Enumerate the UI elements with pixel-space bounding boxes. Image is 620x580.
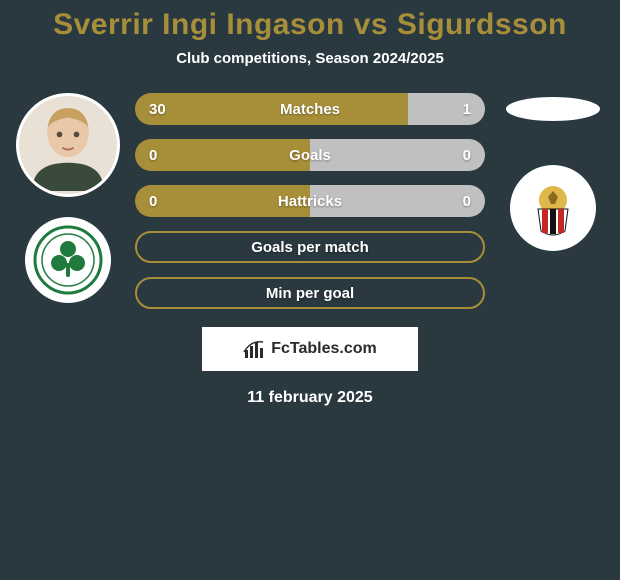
person-icon xyxy=(19,93,117,194)
player-left-avatar xyxy=(16,93,120,197)
stat-bar-min_per_goal: Min per goal xyxy=(135,277,485,309)
date-text: 11 february 2025 xyxy=(0,389,620,407)
player-right-avatar xyxy=(506,97,600,121)
left-side xyxy=(0,93,135,309)
page-title: Sverrir Ingi Ingason vs Sigurdsson xyxy=(0,8,620,42)
bar-label: Min per goal xyxy=(137,285,483,302)
right-side xyxy=(485,93,620,309)
bar-label: Matches xyxy=(135,101,485,118)
brand-box: FcTables.com xyxy=(202,327,418,371)
comparison-content: 30Matches10Goals00Hattricks0Goals per ma… xyxy=(0,93,620,309)
bar-value-right: 0 xyxy=(463,147,471,164)
stat-bars: 30Matches10Goals00Hattricks0Goals per ma… xyxy=(135,93,485,309)
bar-label: Goals xyxy=(135,147,485,164)
brand-text: FcTables.com xyxy=(271,340,377,358)
stat-bar-goals: 0Goals0 xyxy=(135,139,485,171)
shield-ball-icon xyxy=(518,173,588,243)
stat-bar-matches: 30Matches1 xyxy=(135,93,485,125)
club-right-badge xyxy=(510,165,596,251)
stat-bar-goals_per_match: Goals per match xyxy=(135,231,485,263)
stat-bar-hattricks: 0Hattricks0 xyxy=(135,185,485,217)
bar-chart-icon xyxy=(243,338,265,360)
club-left-badge xyxy=(25,217,111,303)
bar-label: Goals per match xyxy=(137,239,483,256)
bar-value-right: 1 xyxy=(463,101,471,118)
bar-label: Hattricks xyxy=(135,193,485,210)
bar-value-right: 0 xyxy=(463,193,471,210)
shamrock-icon xyxy=(33,225,103,295)
subtitle: Club competitions, Season 2024/2025 xyxy=(0,50,620,67)
